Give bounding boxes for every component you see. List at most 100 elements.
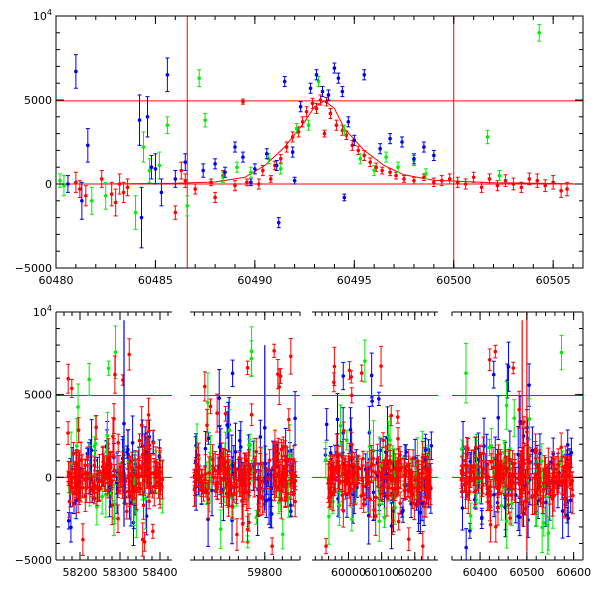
data-point xyxy=(100,177,104,181)
data-point xyxy=(78,491,82,495)
data-point xyxy=(112,455,116,459)
data-point xyxy=(246,366,250,370)
x-tick-label: 60100 xyxy=(364,566,399,579)
segment-data xyxy=(312,340,438,561)
data-point xyxy=(281,532,285,536)
data-point xyxy=(233,145,237,149)
data-point xyxy=(249,181,253,185)
data-point xyxy=(154,167,158,171)
data-point xyxy=(87,378,91,382)
data-point xyxy=(544,501,548,505)
data-point xyxy=(464,546,468,550)
data-point xyxy=(543,184,547,188)
data-point xyxy=(126,186,130,190)
data-point xyxy=(254,450,258,454)
data-point xyxy=(116,441,120,445)
data-point xyxy=(209,181,213,185)
model-curve xyxy=(96,101,573,184)
data-point xyxy=(274,456,278,460)
data-point xyxy=(352,463,356,467)
data-point xyxy=(125,510,129,514)
data-point xyxy=(232,486,236,490)
data-point xyxy=(362,484,366,488)
data-point xyxy=(80,199,84,203)
season-segment: 59800 xyxy=(190,312,300,579)
data-point xyxy=(81,473,85,477)
data-point xyxy=(268,458,272,462)
data-point xyxy=(504,179,508,183)
data-point xyxy=(293,417,297,421)
data-point xyxy=(129,460,133,464)
x-tick-label: 60200 xyxy=(397,566,432,579)
data-point xyxy=(358,157,362,161)
data-point xyxy=(138,439,142,443)
data-point xyxy=(391,486,395,490)
data-point xyxy=(407,537,411,541)
data-point xyxy=(207,471,211,475)
data-point xyxy=(148,443,152,447)
data-point xyxy=(283,80,287,84)
data-point xyxy=(152,441,156,445)
data-point xyxy=(412,179,416,183)
data-point xyxy=(488,446,492,450)
data-point xyxy=(204,472,208,476)
data-point xyxy=(424,501,428,505)
data-point xyxy=(421,466,425,470)
data-point xyxy=(347,457,351,461)
series-blue xyxy=(66,55,436,248)
data-point xyxy=(349,487,353,491)
data-point xyxy=(257,182,261,186)
data-point xyxy=(464,182,468,186)
data-point xyxy=(333,66,337,70)
data-point xyxy=(193,187,197,191)
segment-data xyxy=(56,320,172,556)
data-point xyxy=(146,115,150,119)
x-tick-label: 60495 xyxy=(337,274,372,287)
data-point xyxy=(508,516,512,520)
data-point xyxy=(389,414,393,418)
data-point xyxy=(398,453,402,457)
data-point xyxy=(141,538,145,542)
data-point xyxy=(289,355,293,359)
data-point xyxy=(338,503,342,507)
data-point xyxy=(272,349,276,353)
data-point xyxy=(232,472,236,476)
data-point xyxy=(428,484,432,488)
data-point xyxy=(253,167,257,171)
data-point xyxy=(75,444,79,448)
data-point xyxy=(141,453,145,457)
data-point xyxy=(398,469,402,473)
data-point xyxy=(101,465,105,469)
data-point xyxy=(93,496,97,500)
data-point xyxy=(368,160,372,164)
data-point xyxy=(67,475,71,479)
data-point xyxy=(460,447,464,451)
data-point xyxy=(66,431,70,435)
data-point xyxy=(565,187,569,191)
data-point xyxy=(341,493,345,497)
data-point xyxy=(279,167,283,171)
data-point xyxy=(492,373,496,377)
y-tick-label: 5000 xyxy=(24,94,52,107)
data-point xyxy=(492,493,496,497)
data-point xyxy=(200,474,204,478)
data-point xyxy=(145,437,149,441)
data-point xyxy=(506,379,510,383)
data-point xyxy=(381,438,385,442)
data-point xyxy=(209,405,213,409)
data-point xyxy=(388,170,392,174)
data-point xyxy=(292,458,296,462)
data-point xyxy=(432,181,436,185)
data-point xyxy=(350,394,354,398)
data-point xyxy=(570,451,574,455)
data-point xyxy=(388,438,392,442)
data-point xyxy=(223,170,227,174)
data-point xyxy=(289,479,293,483)
data-point xyxy=(112,516,116,520)
data-point xyxy=(347,120,351,124)
data-point xyxy=(327,515,331,519)
data-point xyxy=(378,519,382,523)
data-point xyxy=(238,456,242,460)
data-point xyxy=(213,162,217,166)
